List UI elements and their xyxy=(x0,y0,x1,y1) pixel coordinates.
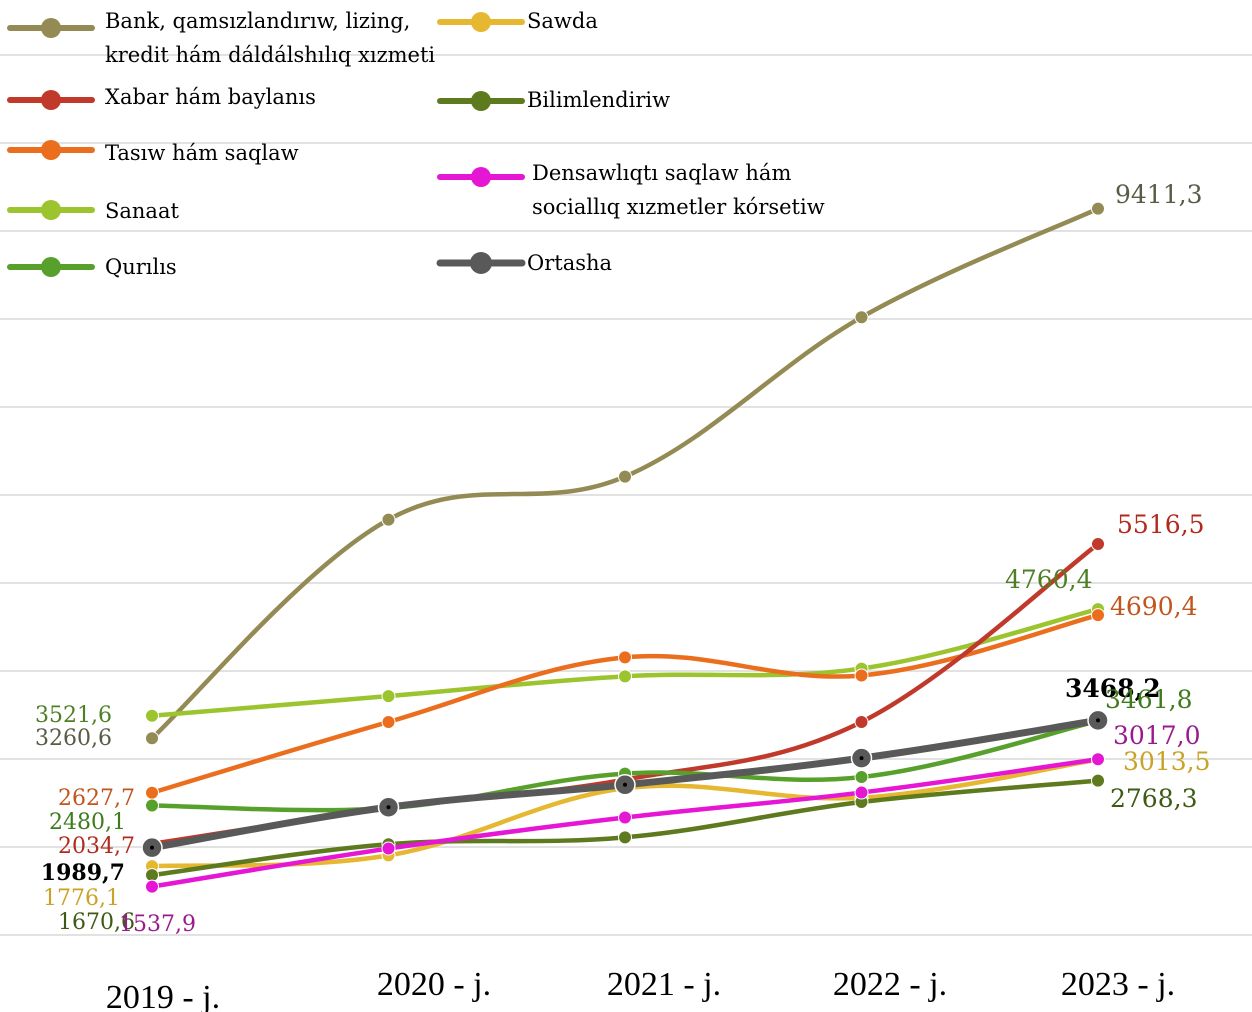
data-point xyxy=(618,469,632,484)
legend: Bank, qamsızlandırıw, lizing, kredit hám … xyxy=(7,9,825,279)
legend-swatch-marker xyxy=(471,167,491,187)
legend-label: Tasıw hám saqlaw xyxy=(105,141,299,165)
legend-swatch-marker xyxy=(41,90,61,110)
data-label: 2627,7 xyxy=(58,786,135,811)
data-point xyxy=(381,841,396,856)
data-point-center xyxy=(1096,718,1100,723)
legend-item: Bilimlendiriw xyxy=(437,88,670,112)
legend-swatch-marker xyxy=(41,140,61,160)
data-point xyxy=(1091,752,1105,767)
legend-label: Bilimlendiriw xyxy=(527,88,670,112)
x-tick-label: 2023 - j. xyxy=(1061,966,1175,1003)
data-label: 3017,0 xyxy=(1113,721,1200,750)
data-point xyxy=(1091,773,1105,788)
data-label: 3521,6 xyxy=(35,703,112,728)
x-tick-label: 2021 - j. xyxy=(607,966,721,1003)
data-point xyxy=(145,798,159,813)
legend-label: Bank, qamsızlandırıw, lizing, xyxy=(105,9,410,33)
x-tick-label: 2019 - j. xyxy=(106,979,220,1012)
legend-item: Tasıw hám saqlaw xyxy=(7,140,299,165)
data-label: 1537,9 xyxy=(119,912,196,937)
data-label: 2768,3 xyxy=(1110,784,1197,813)
legend-item: Densawlıqtı saqlaw hám sociallıq xızmetle… xyxy=(437,161,825,219)
legend-item: Bank, qamsızlandırıw, lizing, kredit hám … xyxy=(7,9,435,67)
data-label: 3468,2 xyxy=(1065,674,1161,703)
legend-label: sociallıq xızmetler kórsetiw xyxy=(532,195,825,219)
data-point xyxy=(145,785,159,800)
data-point xyxy=(618,650,632,665)
data-label: 1776,1 xyxy=(43,886,120,911)
legend-label: Ortasha xyxy=(527,251,612,275)
data-label: 2480,1 xyxy=(49,810,126,835)
series-line xyxy=(149,541,1101,847)
series-line xyxy=(149,718,1101,813)
data-point xyxy=(381,512,396,527)
legend-label: Qurılıs xyxy=(105,255,177,279)
data-point xyxy=(145,708,159,723)
data-point xyxy=(381,714,396,729)
legend-swatch-marker xyxy=(41,18,61,38)
legend-item: Sanaat xyxy=(7,199,179,223)
x-axis-ticks: 2019 - j. 2020 - j. 2021 - j. 2022 - j. 2023… xyxy=(106,966,1175,1012)
legend-item: Sawda xyxy=(437,9,598,33)
data-point xyxy=(618,669,632,684)
data-label: 3461,8 xyxy=(1105,685,1192,714)
data-point xyxy=(854,714,869,729)
legend-label: Sanaat xyxy=(105,199,179,223)
data-label: 4760,4 xyxy=(1005,565,1092,594)
series-points xyxy=(141,201,1109,894)
legend-swatch-marker xyxy=(471,91,491,111)
legend-swatch-marker xyxy=(470,252,492,274)
data-label: 1989,7 xyxy=(41,860,125,886)
legend-label: Sawda xyxy=(527,9,598,33)
x-tick-label: 2020 - j. xyxy=(377,966,491,1003)
data-label: 3260,6 xyxy=(35,726,112,751)
data-point xyxy=(145,731,159,746)
legend-label: Densawlıqtı saqlaw hám xyxy=(532,161,791,185)
data-label: 2034,7 xyxy=(58,834,135,859)
legend-label: Xabar hám baylanıs xyxy=(105,85,316,109)
data-point xyxy=(1091,608,1105,623)
legend-item: Qurılıs xyxy=(7,255,177,279)
data-point xyxy=(854,668,869,683)
data-point xyxy=(145,879,159,894)
legend-item: Xabar hám baylanıs xyxy=(7,85,316,110)
data-point xyxy=(618,810,632,825)
data-point-center xyxy=(623,782,627,787)
data-point xyxy=(854,785,869,800)
data-label: 1670,6 xyxy=(58,910,135,935)
data-point-center xyxy=(386,805,391,810)
x-tick-label: 2022 - j. xyxy=(833,966,947,1003)
legend-swatch-marker xyxy=(41,200,61,220)
data-point xyxy=(854,310,869,325)
data-point xyxy=(1091,201,1105,216)
data-label: 5516,5 xyxy=(1117,510,1204,539)
data-label: 9411,3 xyxy=(1115,180,1202,209)
data-point-center xyxy=(859,756,864,761)
legend-swatch-marker xyxy=(41,257,61,277)
data-label: 4690,4 xyxy=(1110,592,1197,621)
data-point xyxy=(381,689,396,704)
gridlines xyxy=(0,54,1252,936)
legend-swatch-marker xyxy=(471,12,491,32)
legend-label: kredit hám dáldálshılıq xızmeti xyxy=(105,43,435,67)
data-point-center xyxy=(150,845,154,850)
data-point xyxy=(1091,537,1105,552)
data-point xyxy=(618,830,632,845)
data-point xyxy=(854,770,869,785)
data-label: 3013,5 xyxy=(1123,747,1210,776)
legend-item: Ortasha xyxy=(436,251,612,275)
